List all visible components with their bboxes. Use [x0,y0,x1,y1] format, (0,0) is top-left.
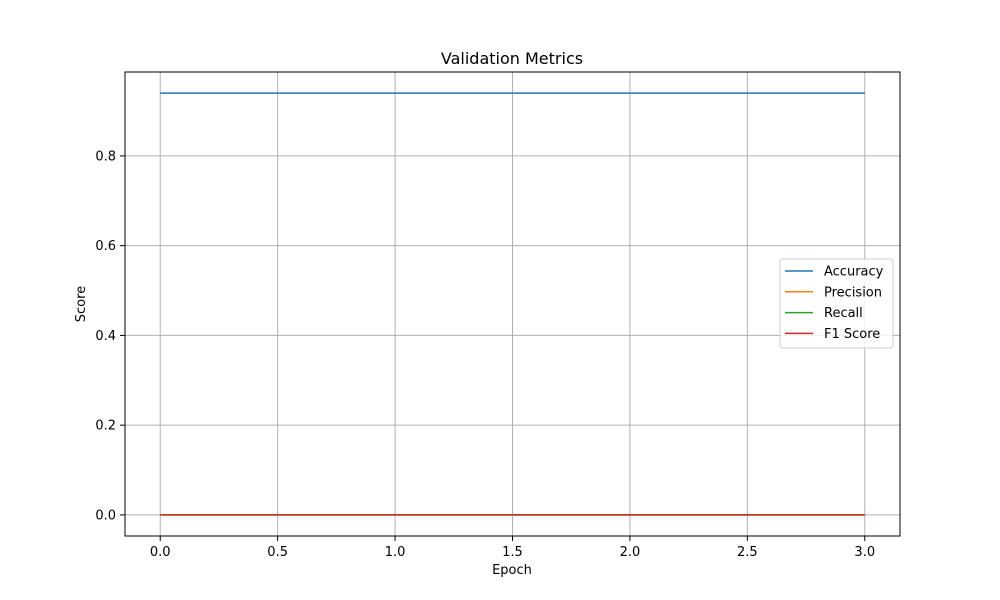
y-axis-label: Score [74,286,89,322]
chart-title: Validation Metrics [441,49,583,68]
legend-items: Accuracy Precision Recall F1 Score [785,265,884,342]
x-tick-label: 2.5 [737,545,758,560]
series-lines [160,92,865,516]
x-tick-label: 1.0 [385,545,406,560]
x-tick-label: 0.0 [150,545,171,560]
legend-label-recall: Recall [824,306,863,321]
y-tick-label: 0.4 [95,329,116,344]
x-axis-label: Epoch [492,563,532,578]
legend-box [779,258,894,349]
legend-label-f1-score: F1 Score [824,327,880,342]
x-tick-label: 3.0 [854,545,875,560]
axis-ticks: 0.0 0.5 1.0 1.5 2.0 2.5 3.0 0.0 0.2 0.4 0.6 0.8 [95,149,875,560]
y-tick-label: 0.6 [95,239,116,254]
x-tick-label: 2.0 [620,545,641,560]
y-tick-label: 0.2 [95,419,116,434]
x-tick-label: 0.5 [267,545,288,560]
y-tick-label: 0.8 [95,149,116,164]
y-tick-label: 0.0 [95,508,116,523]
legend: Accuracy Precision Recall F1 Score [779,258,894,349]
legend-label-precision: Precision [824,285,882,300]
legend-label-accuracy: Accuracy [824,265,884,280]
x-tick-label: 1.5 [502,545,523,560]
